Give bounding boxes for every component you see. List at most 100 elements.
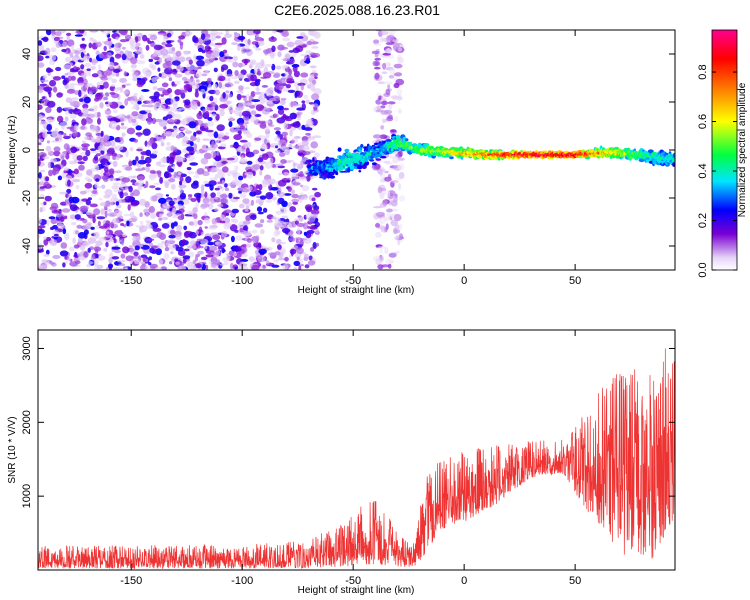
noise-blob <box>53 146 61 152</box>
noise-blob <box>294 92 298 99</box>
noise-blob <box>162 35 168 42</box>
noise-blob <box>304 204 313 211</box>
noise-blob <box>233 247 242 252</box>
noise-blob <box>242 144 249 149</box>
noise-blob <box>296 222 305 228</box>
noise-blob <box>194 192 203 199</box>
noise-blob <box>129 146 134 152</box>
noise-blob <box>300 72 309 78</box>
noise-blob <box>172 103 178 108</box>
noise-strip-blob <box>384 247 389 255</box>
noise-blob <box>250 110 257 115</box>
noise-blob <box>312 135 322 138</box>
noise-blob <box>89 203 98 208</box>
noise-blob <box>184 99 191 106</box>
track-blob <box>348 163 352 167</box>
noise-blob <box>287 89 296 93</box>
noise-blob <box>87 113 95 119</box>
noise-blob <box>257 157 264 163</box>
noise-blob <box>233 31 238 35</box>
noise-blob <box>225 58 231 62</box>
noise-blob <box>124 186 129 193</box>
noise-blob <box>69 160 77 165</box>
noise-blob <box>75 184 80 190</box>
noise-blob <box>88 107 98 112</box>
noise-blob <box>293 260 301 267</box>
track-blob <box>312 157 315 162</box>
noise-blob <box>133 92 138 96</box>
noise-blob <box>93 246 102 252</box>
y-tick-label: 1000 <box>21 484 33 508</box>
noise-blob <box>97 185 102 189</box>
noise-strip-blob <box>377 264 384 270</box>
noise-blob <box>77 232 87 239</box>
noise-blob <box>39 115 47 119</box>
noise-blob <box>301 140 309 147</box>
noise-blob <box>168 93 173 98</box>
noise-blob <box>163 73 167 77</box>
noise-blob <box>183 51 189 56</box>
noise-blob <box>77 161 85 165</box>
noise-strip-blob <box>379 248 383 254</box>
noise-blob <box>176 132 184 139</box>
noise-blob <box>256 87 260 92</box>
noise-blob <box>262 264 266 269</box>
noise-blob <box>98 236 107 242</box>
noise-blob <box>165 242 171 246</box>
noise-blob <box>94 155 98 161</box>
noise-blob <box>287 186 292 193</box>
noise-blob <box>121 238 125 246</box>
noise-blob <box>276 191 286 197</box>
noise-blob <box>150 195 158 202</box>
track-blob <box>429 145 434 150</box>
noise-blob <box>168 244 176 251</box>
noise-blob <box>296 114 302 121</box>
noise-blob <box>69 112 77 119</box>
noise-blob <box>271 45 276 53</box>
noise-strip-blob <box>373 39 380 45</box>
noise-strip-blob <box>393 214 402 222</box>
noise-blob <box>151 64 157 71</box>
noise-blob <box>166 114 173 119</box>
noise-blob <box>113 69 121 73</box>
noise-blob <box>289 206 296 213</box>
noise-blob <box>216 150 220 156</box>
noise-blob <box>202 171 210 177</box>
noise-blob <box>174 204 184 210</box>
noise-blob <box>303 236 312 244</box>
noise-blob <box>245 147 250 155</box>
noise-blob <box>296 36 304 39</box>
noise-blob <box>295 120 300 127</box>
colorbar-tick-label: 0.2 <box>697 213 709 228</box>
noise-blob <box>43 236 47 240</box>
noise-blob <box>308 102 315 105</box>
snr-y-label: SNR (10 * V/V) <box>7 416 18 483</box>
noise-blob <box>124 266 128 270</box>
noise-blob <box>283 172 290 176</box>
noise-blob <box>52 255 61 259</box>
noise-blob <box>133 139 138 143</box>
noise-strip-blob <box>399 150 403 157</box>
noise-blob <box>52 76 62 81</box>
noise-blob <box>104 166 109 173</box>
noise-blob <box>290 168 299 173</box>
noise-blob <box>63 215 68 220</box>
noise-blob <box>235 235 243 241</box>
noise-blob <box>211 218 218 224</box>
noise-blob <box>234 165 239 171</box>
noise-blob <box>164 246 170 252</box>
track-blob <box>638 158 645 163</box>
noise-blob <box>297 240 305 245</box>
noise-blob <box>314 152 320 158</box>
noise-blob <box>46 219 50 227</box>
noise-blob <box>66 88 76 94</box>
noise-blob <box>200 157 209 165</box>
track-blob <box>375 158 382 161</box>
noise-blob <box>82 155 88 162</box>
noise-blob <box>314 76 318 79</box>
noise-blob <box>148 256 152 261</box>
noise-blob <box>277 244 282 250</box>
noise-blob <box>193 175 200 179</box>
noise-blob <box>188 221 195 226</box>
noise-blob <box>143 208 151 214</box>
